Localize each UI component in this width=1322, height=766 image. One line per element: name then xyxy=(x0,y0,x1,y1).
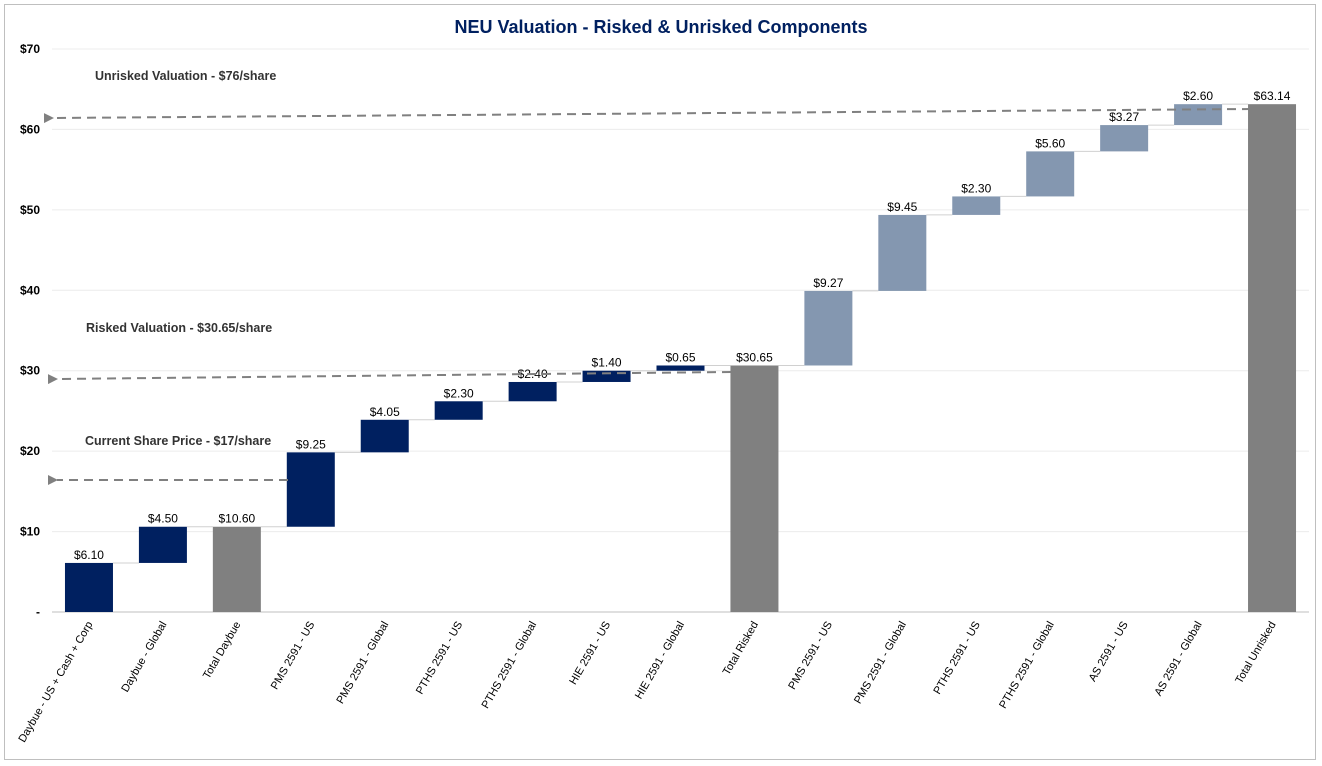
y-axis-ticks: - $10 $20 $30 $40 $50 $60 $70 xyxy=(20,42,40,619)
x-tick-label: PMS 2591 - Global xyxy=(334,620,391,706)
bar xyxy=(804,290,853,366)
x-tick-label: PTHS 2591 - Global xyxy=(997,620,1057,711)
x-axis-ticks: Daybue - US + Cash + Corp Daybue - Global… xyxy=(16,619,1278,744)
x-tick-label: PTHS 2591 - Global xyxy=(480,620,540,711)
connector-lines xyxy=(112,103,1249,564)
bar xyxy=(952,196,1001,215)
dashed-arrow xyxy=(47,371,732,385)
y-tick-label: $70 xyxy=(20,42,40,56)
bar xyxy=(138,526,187,563)
data-label: $6.10 xyxy=(74,548,104,562)
data-label: $2.60 xyxy=(1183,89,1213,103)
bar xyxy=(1026,151,1075,197)
x-tick-label: Daybue - Global xyxy=(119,620,169,695)
waterfall-chart: NEU Valuation - Risked & Unrisked Compon… xyxy=(16,17,1309,745)
data-label: $9.45 xyxy=(887,200,917,214)
data-label: $9.27 xyxy=(813,276,843,290)
bar xyxy=(434,401,483,420)
bar xyxy=(286,452,335,527)
data-label: $0.65 xyxy=(665,350,695,364)
y-tick-label: $60 xyxy=(20,122,40,136)
x-tick-label: AS 2591 - Global xyxy=(1152,620,1204,699)
annotation-unrisked: Unrisked Valuation - $76/share xyxy=(95,69,276,83)
data-label: $1.40 xyxy=(592,356,622,370)
data-label: $4.50 xyxy=(148,512,178,526)
bar xyxy=(64,562,113,612)
bar xyxy=(656,365,705,371)
x-tick-label: HIE 2591 - Global xyxy=(633,620,687,702)
data-label: $10.60 xyxy=(219,512,256,526)
dashed-arrow xyxy=(43,108,1252,124)
x-tick-label: AS 2591 - US xyxy=(1087,620,1131,684)
gridlines xyxy=(52,48,1309,613)
bar xyxy=(878,214,927,291)
chart-frame: NEU Valuation - Risked & Unrisked Compon… xyxy=(4,4,1316,760)
annotation-risked: Risked Valuation - $30.65/share xyxy=(86,321,272,335)
chart-title: NEU Valuation - Risked & Unrisked Compon… xyxy=(454,17,867,37)
annotation-share-price: Current Share Price - $17/share xyxy=(85,434,271,448)
valuation-arrows xyxy=(43,108,1252,485)
x-tick-label: HIE 2591 - US xyxy=(567,620,613,687)
data-label: $63.14 xyxy=(1254,89,1291,103)
y-tick-label: $10 xyxy=(20,525,40,539)
x-tick-label: Total Daybue xyxy=(201,620,244,682)
bar xyxy=(508,381,557,402)
data-label: $2.30 xyxy=(444,386,474,400)
x-tick-label: PMS 2591 - Global xyxy=(852,620,909,706)
x-tick-label: PTHS 2591 - US xyxy=(414,620,465,697)
y-tick-label: - xyxy=(36,605,40,619)
x-tick-label: PMS 2591 - US xyxy=(269,620,318,692)
bar xyxy=(1248,104,1297,612)
y-tick-label: $50 xyxy=(20,203,40,217)
bar xyxy=(582,370,631,382)
x-tick-label: Total Unrisked xyxy=(1233,620,1278,686)
annotations: Unrisked Valuation - $76/share Risked Va… xyxy=(85,69,276,448)
bar xyxy=(730,365,779,612)
x-tick-label: Daybue - US + Cash + Corp xyxy=(16,620,95,745)
y-tick-label: $20 xyxy=(20,444,40,458)
y-tick-label: $30 xyxy=(20,364,40,378)
data-label: $4.05 xyxy=(370,405,400,419)
bar xyxy=(1174,104,1223,126)
data-label: $3.27 xyxy=(1109,110,1139,124)
data-label: $9.25 xyxy=(296,437,326,451)
y-tick-label: $40 xyxy=(20,283,40,297)
data-label: $2.30 xyxy=(961,181,991,195)
x-tick-label: PTHS 2591 - US xyxy=(932,619,983,696)
x-tick-label: PMS 2591 - US xyxy=(786,620,835,692)
data-label: $5.60 xyxy=(1035,136,1065,150)
bar xyxy=(212,526,261,612)
bar xyxy=(360,419,409,453)
data-label: $30.65 xyxy=(736,350,773,364)
x-tick-label: Total Risked xyxy=(721,620,761,678)
bar xyxy=(1100,125,1149,152)
